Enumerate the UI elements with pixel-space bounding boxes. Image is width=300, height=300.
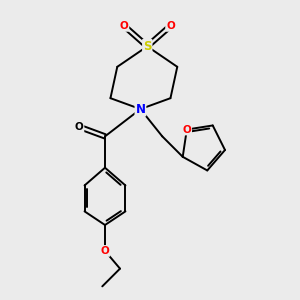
Text: O: O [75, 122, 83, 132]
Text: O: O [100, 246, 109, 256]
Text: O: O [120, 21, 128, 31]
Text: O: O [182, 124, 191, 134]
Text: N: N [136, 103, 146, 116]
Text: O: O [166, 21, 175, 31]
Text: S: S [143, 40, 152, 53]
